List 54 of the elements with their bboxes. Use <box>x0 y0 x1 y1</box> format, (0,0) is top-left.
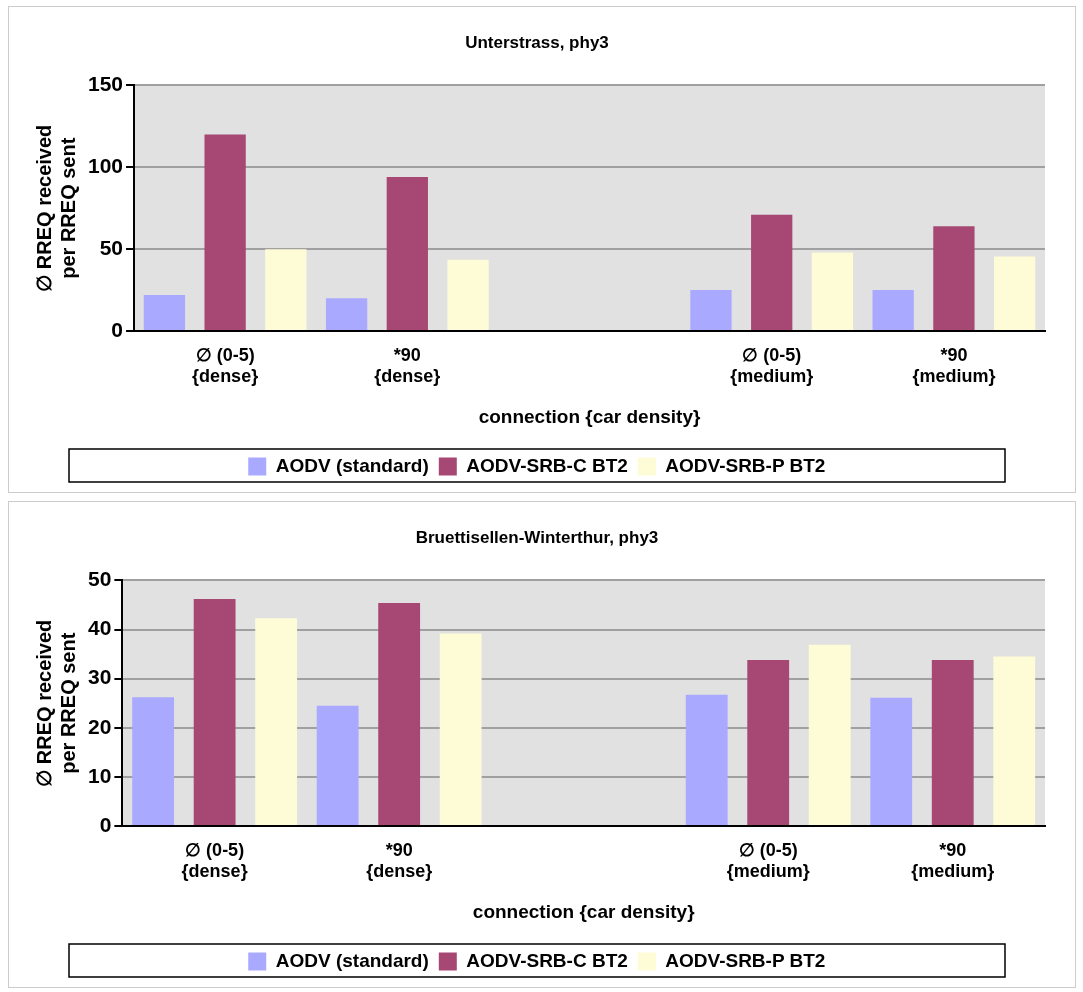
y-tick-label: 0 <box>111 317 124 341</box>
y-tick-label: 50 <box>99 235 124 259</box>
bar <box>690 290 732 330</box>
bar <box>931 659 974 825</box>
bar <box>325 298 368 330</box>
x-tick-label: ∅ (0-5) {dense} <box>192 344 259 387</box>
chart-title: Unterstrass, phy3 <box>465 32 609 52</box>
bar <box>811 252 854 330</box>
bar <box>193 599 236 825</box>
legend-label: AODV-SRB-C BT2 <box>466 949 628 971</box>
legend-label: AODV (standard) <box>275 454 429 476</box>
y-tick-label: 50 <box>88 567 112 591</box>
x-tick-label: *90 {medium} <box>911 839 995 882</box>
chart-title: Bruettisellen-Winterthur, phy3 <box>415 527 659 547</box>
bar <box>143 294 186 330</box>
bar <box>265 249 307 330</box>
bar <box>933 226 975 330</box>
bar <box>872 290 914 330</box>
bar <box>993 656 1036 825</box>
x-tick-label: *90 {dense} <box>374 344 441 387</box>
x-axis-title: connection {car density} <box>478 405 701 427</box>
bar <box>447 259 489 330</box>
bar <box>751 214 793 330</box>
y-axis-title: ∅ RREQ received per RREQ sent <box>32 124 79 292</box>
bar <box>378 603 421 825</box>
bar <box>132 697 175 825</box>
x-tick-label: ∅ (0-5) {medium} <box>730 344 814 387</box>
x-tick-label: ∅ (0-5) {medium} <box>726 839 810 882</box>
bar <box>993 256 1036 330</box>
bar <box>439 633 482 825</box>
x-tick-label: *90 {medium} <box>912 344 996 387</box>
y-tick-label: 40 <box>88 616 112 640</box>
bar <box>808 644 851 825</box>
y-tick-label: 20 <box>88 714 112 738</box>
legend-label: AODV-SRB-P BT2 <box>665 949 826 971</box>
legend-label: AODV (standard) <box>275 949 429 971</box>
bar <box>386 177 428 330</box>
y-tick-label: 0 <box>99 812 112 836</box>
legend-label: AODV-SRB-C BT2 <box>466 454 628 476</box>
legend-label: AODV-SRB-P BT2 <box>665 454 826 476</box>
y-axis-title: ∅ RREQ received per RREQ sent <box>32 619 79 787</box>
y-tick-label: 100 <box>87 154 124 178</box>
bar <box>870 697 913 825</box>
bar <box>685 694 728 825</box>
y-tick-label: 30 <box>88 665 112 689</box>
bar <box>255 618 298 825</box>
bar <box>204 134 246 330</box>
x-tick-label: *90 {dense} <box>366 839 433 882</box>
y-tick-label: 150 <box>87 72 124 96</box>
y-tick-label: 10 <box>88 763 112 787</box>
x-tick-label: ∅ (0-5) {dense} <box>181 839 248 882</box>
bar <box>747 659 790 825</box>
x-axis-title: connection {car density} <box>472 900 696 922</box>
bar <box>316 705 359 825</box>
